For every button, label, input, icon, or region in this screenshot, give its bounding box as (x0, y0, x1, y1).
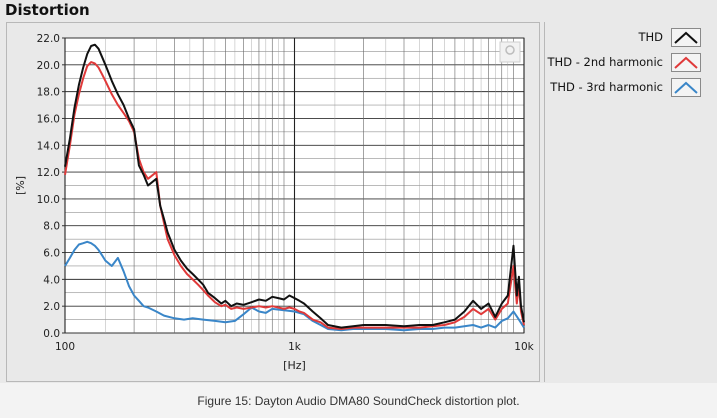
y-tick-label: 22.0 (37, 33, 60, 45)
y-axis-label: [%] (14, 176, 27, 195)
window-title: Distortion (5, 1, 90, 19)
legend-label: THD - 3rd harmonic (550, 80, 663, 94)
legend-item-3rd-harmonic[interactable]: THD - 3rd harmonic (550, 76, 701, 98)
y-tick-label: 14.0 (37, 140, 60, 152)
y-tick-label: 0.0 (43, 328, 60, 340)
y-tick-label: 20.0 (37, 60, 60, 72)
legend-swatch-icon (671, 77, 701, 97)
legend: THD THD - 2nd harmonic THD - 3rd harmoni… (544, 22, 715, 382)
distortion-chart: 0.0 2.0 4.0 6.0 8.0 10.0 12.0 14.0 16.0 18.0 20.0 2… (14, 33, 535, 372)
y-tick-label: 18.0 (37, 87, 60, 99)
x-tick-label: 100 (55, 341, 75, 353)
series-line-2nd-harmonic (64, 61, 525, 330)
legend-swatch-icon (671, 27, 701, 47)
x-tick-label: 1k (288, 341, 302, 353)
caption-bar: Figure 15: Dayton Audio DMA80 SoundCheck… (0, 383, 717, 418)
legend-label: THD (638, 30, 663, 44)
series-line-3rd-harmonic (64, 240, 525, 332)
distortion-window: Distortion 0.0 2.0 4.0 6.0 8.0 10.0 12.0 14.0 16… (0, 0, 717, 383)
y-tick-label: 10.0 (37, 194, 60, 206)
x-tick-label: 10k (514, 341, 534, 353)
legend-swatch-icon (671, 52, 701, 72)
figure-caption: Figure 15: Dayton Audio DMA80 SoundCheck… (197, 393, 520, 408)
y-tick-label: 12.0 (37, 167, 60, 179)
y-tick-label: 16.0 (37, 113, 60, 125)
series-line-thd (64, 43, 525, 329)
y-tick-label: 4.0 (43, 274, 60, 286)
legend-item-thd[interactable]: THD (638, 26, 701, 48)
x-axis-label: [Hz] (283, 359, 306, 372)
y-tick-label: 8.0 (43, 221, 60, 233)
y-tick-label: 2.0 (43, 301, 60, 313)
legend-item-2nd-harmonic[interactable]: THD - 2nd harmonic (548, 51, 701, 73)
zoom-icon[interactable] (499, 41, 521, 63)
y-tick-label: 6.0 (43, 248, 60, 260)
legend-label: THD - 2nd harmonic (547, 55, 663, 69)
